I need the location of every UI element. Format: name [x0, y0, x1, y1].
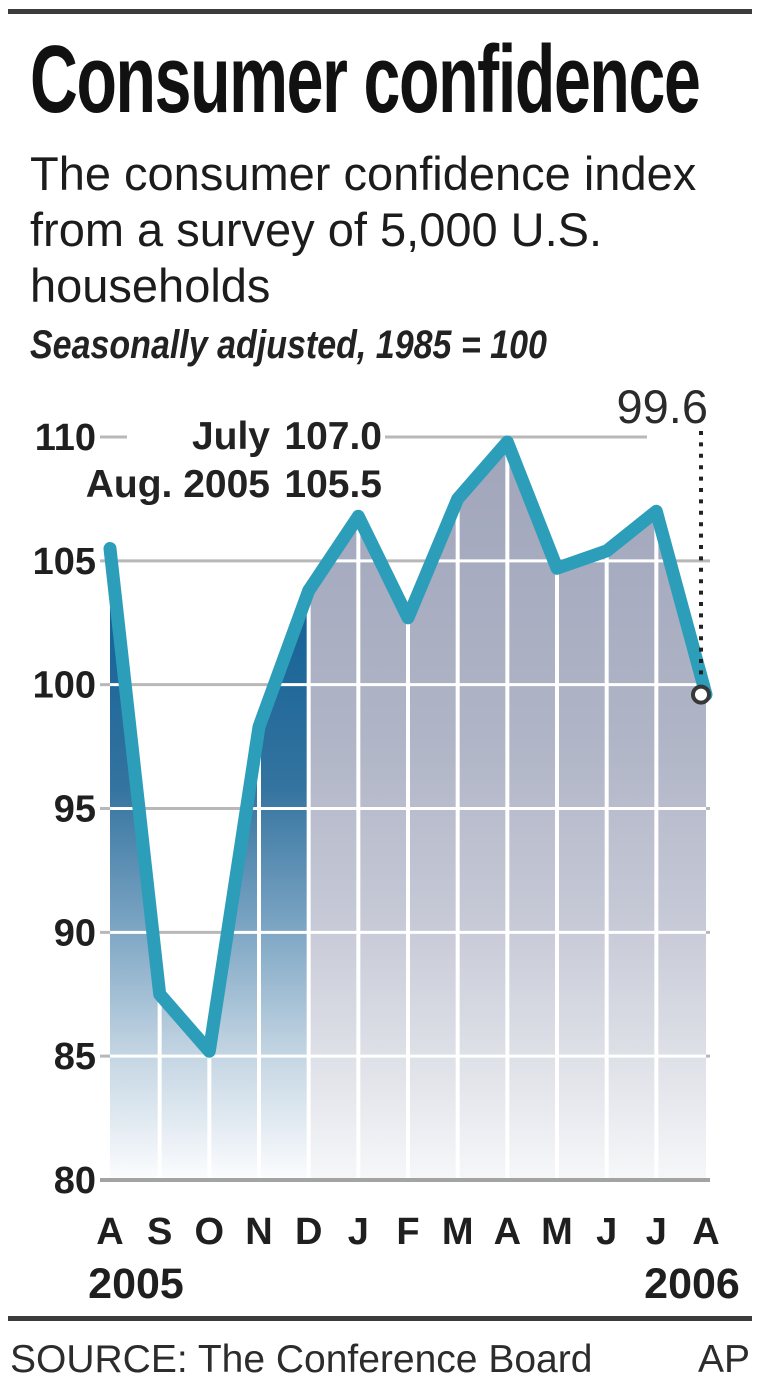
x-axis-label-9: M [541, 1211, 573, 1253]
footer-rule [8, 1316, 752, 1321]
year-label-2006: 2006 [644, 1260, 740, 1308]
endpoint-value-label: 99.6 [617, 380, 708, 433]
chart-subtitle: The consumer confidence index from a sur… [30, 146, 696, 314]
y-axis-label-85: 85 [54, 1036, 96, 1078]
y-axis-label-90: 90 [54, 912, 96, 954]
x-axis-label-2: O [195, 1211, 225, 1253]
x-axis-label-3: N [245, 1211, 272, 1253]
x-axis-label-0: A [96, 1211, 123, 1253]
callout-july-value: 107.0 [284, 415, 382, 458]
y-axis-label-100: 100 [33, 665, 96, 707]
x-axis-label-12: A [692, 1211, 719, 1253]
y-axis-labels: 110 105 100 95 90 85 80 [33, 417, 96, 1202]
y-axis-label-80: 80 [54, 1160, 96, 1202]
chart-note: Seasonally adjusted, 1985 = 100 [30, 323, 547, 367]
year-label-2005: 2005 [88, 1260, 184, 1308]
subtitle-line: The consumer confidence index [30, 147, 697, 200]
y-axis-label-105: 105 [33, 541, 96, 583]
chart-title: Consumer confidence [30, 26, 701, 133]
y-axis-label-110: 110 [35, 417, 96, 459]
subtitle-line: from a survey of 5,000 U.S. [30, 203, 603, 256]
subtitle-line: households [30, 259, 271, 312]
callout-aug2005-value: 105.5 [284, 463, 382, 506]
source-credit: SOURCE: The Conference Board [10, 1338, 593, 1381]
x-axis-label-11: J [646, 1211, 667, 1253]
x-axis-label-4: D [295, 1211, 322, 1253]
ap-credit: AP [697, 1338, 750, 1381]
x-axis-label-10: J [596, 1211, 617, 1253]
confidence-index-line [103, 435, 713, 1058]
x-axis-label-5: J [348, 1211, 369, 1253]
x-axis-label-7: M [442, 1211, 474, 1253]
callout-aug2005-label: Aug. 2005 [86, 463, 270, 506]
x-axis-label-6: F [396, 1211, 419, 1253]
endpoint-marker [691, 684, 711, 705]
top-rule [8, 9, 752, 14]
y-axis-label-95: 95 [54, 789, 96, 831]
callout-july-label: July [192, 415, 270, 458]
x-axis-label-1: S [147, 1211, 172, 1253]
x-axis-label-8: A [494, 1211, 521, 1253]
